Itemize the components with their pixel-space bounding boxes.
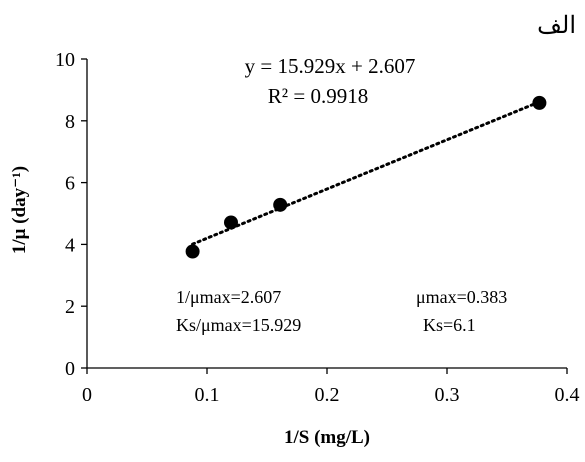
y-axis-label: 1/μ (day⁻¹)	[9, 166, 30, 254]
trendline	[191, 100, 541, 246]
x-tick-label: 0.2	[315, 384, 340, 406]
r-squared-label: R² = 0.9918	[268, 84, 368, 108]
y-tick-label: 2	[65, 296, 75, 318]
annotation-inv-mumax: 1/μmax=2.607	[176, 287, 281, 307]
x-tick-label: 0	[82, 384, 92, 406]
annotation-ks: Ks=6.1	[423, 315, 476, 335]
data-point	[185, 244, 200, 259]
data-point	[224, 215, 238, 230]
y-tick-label: 4	[65, 234, 75, 256]
x-tick-label: 0.1	[195, 384, 220, 406]
annotation-ks-over-mumax: Ks/μmax=15.929	[176, 315, 301, 335]
y-tick-label: 8	[65, 111, 75, 133]
trendline-group	[191, 100, 541, 246]
trendline-equation: y = 15.929x + 2.607	[245, 54, 416, 78]
data-point	[532, 95, 547, 110]
y-tick-label: 10	[55, 49, 75, 71]
data-point	[273, 197, 288, 212]
tick-labels: 0 2 4 6 8 10 0 0.1 0.2 0.3 0.4	[55, 49, 580, 406]
x-tick-label: 0.4	[555, 384, 580, 406]
panel-label: الف	[537, 13, 576, 39]
y-tick-label: 6	[65, 173, 75, 195]
axes	[81, 58, 568, 374]
data-points	[185, 95, 547, 259]
y-tick-label: 0	[65, 358, 75, 380]
annotation-mumax: μmax=0.383	[416, 287, 507, 307]
x-tick-label: 0.3	[435, 384, 460, 406]
x-axis-label: 1/S (mg/L)	[284, 427, 370, 448]
